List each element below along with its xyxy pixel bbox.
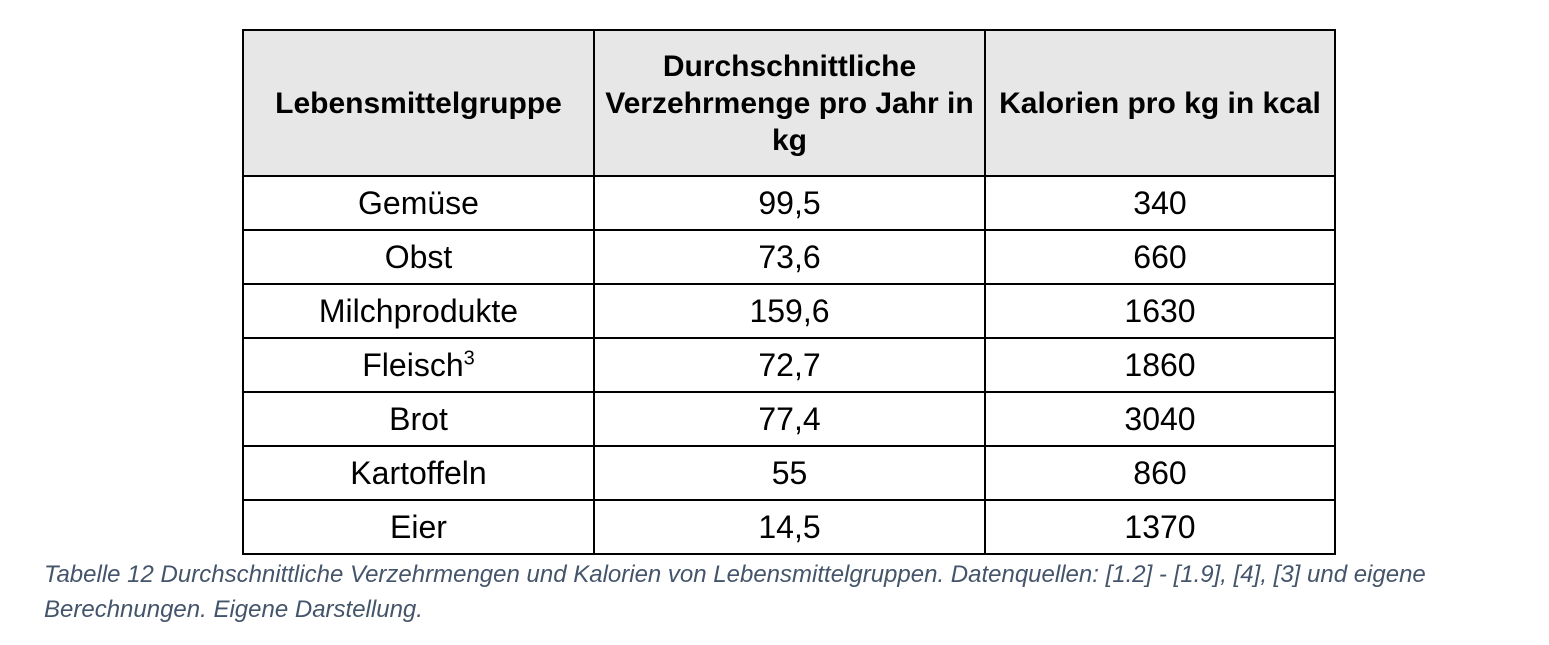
kcal-cell: 1860 bbox=[984, 337, 1336, 393]
food-group-label: Obst bbox=[384, 239, 453, 275]
header-food-group: Lebensmittelgruppe bbox=[242, 29, 595, 177]
food-table-container: Lebensmittelgruppe Durchschnittliche Ver… bbox=[242, 29, 1336, 555]
table-row: Eier 14,5 1370 bbox=[242, 499, 1336, 555]
footnote-marker: 3 bbox=[463, 347, 475, 370]
food-group-label: Fleisch bbox=[362, 347, 464, 383]
food-group-cell: Milchprodukte bbox=[242, 283, 595, 339]
food-group-label: Milchprodukte bbox=[318, 293, 519, 329]
food-group-label: Kartoffeln bbox=[350, 455, 487, 491]
food-group-table: Lebensmittelgruppe Durchschnittliche Ver… bbox=[242, 29, 1336, 555]
food-group-cell: Eier bbox=[242, 499, 595, 555]
food-group-label: Eier bbox=[390, 509, 447, 545]
table-row: Brot 77,4 3040 bbox=[242, 391, 1336, 447]
food-group-cell: Gemüse bbox=[242, 175, 595, 231]
amount-cell: 73,6 bbox=[593, 229, 986, 285]
amount-cell: 72,7 bbox=[593, 337, 986, 393]
amount-cell: 14,5 bbox=[593, 499, 986, 555]
table-header-row: Lebensmittelgruppe Durchschnittliche Ver… bbox=[242, 29, 1336, 177]
food-group-label: Gemüse bbox=[358, 185, 479, 221]
table-caption: Tabelle 12 Durchschnittliche Verzehrmeng… bbox=[44, 561, 1426, 623]
table-row: Kartoffeln 55 860 bbox=[242, 445, 1336, 501]
table-row: Milchprodukte 159,6 1630 bbox=[242, 283, 1336, 339]
food-group-label: Brot bbox=[389, 401, 448, 437]
kcal-cell: 660 bbox=[984, 229, 1336, 285]
amount-cell: 99,5 bbox=[593, 175, 986, 231]
kcal-cell: 1370 bbox=[984, 499, 1336, 555]
amount-cell: 77,4 bbox=[593, 391, 986, 447]
kcal-cell: 1630 bbox=[984, 283, 1336, 339]
amount-cell: 55 bbox=[593, 445, 986, 501]
food-group-cell: Fleisch3 bbox=[242, 337, 595, 393]
food-group-cell: Obst bbox=[242, 229, 595, 285]
header-calories: Kalorien pro kg in kcal bbox=[984, 29, 1336, 177]
food-group-cell: Brot bbox=[242, 391, 595, 447]
kcal-cell: 340 bbox=[984, 175, 1336, 231]
kcal-cell: 3040 bbox=[984, 391, 1336, 447]
table-row: Obst 73,6 660 bbox=[242, 229, 1336, 285]
table-row: Gemüse 99,5 340 bbox=[242, 175, 1336, 231]
table-row: Fleisch3 72,7 1860 bbox=[242, 337, 1336, 393]
amount-cell: 159,6 bbox=[593, 283, 986, 339]
food-group-cell: Kartoffeln bbox=[242, 445, 595, 501]
kcal-cell: 860 bbox=[984, 445, 1336, 501]
header-consumption-amount: Durchschnittliche Verzehrmenge pro Jahr … bbox=[593, 29, 986, 177]
